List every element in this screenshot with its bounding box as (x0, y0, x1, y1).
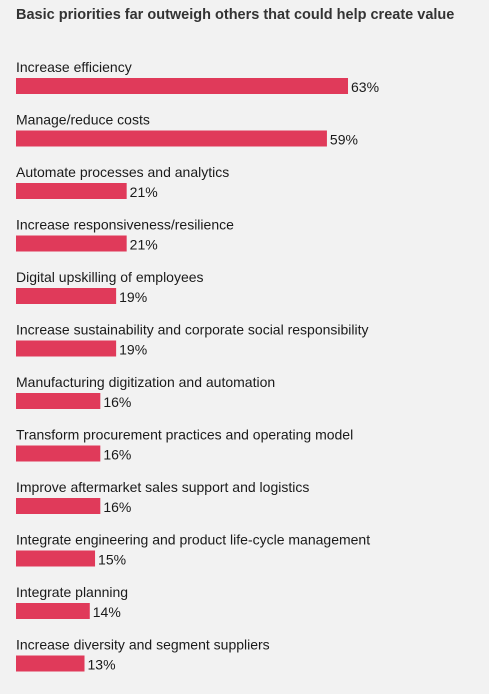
bar (16, 340, 117, 357)
category-label: Automate processes and analytics (16, 164, 229, 180)
bar (16, 603, 90, 619)
category-label: Transform procurement practices and oper… (16, 427, 353, 443)
value-label: 59% (330, 132, 358, 148)
bar (16, 78, 349, 94)
category-label: Improve aftermarket sales support and lo… (16, 479, 309, 495)
category-label: Manage/reduce costs (16, 112, 150, 128)
value-label: 19% (119, 342, 147, 358)
bar (16, 130, 327, 147)
value-label: 21% (130, 184, 158, 200)
chart-title: Basic priorities far outweigh others tha… (16, 7, 455, 23)
value-label: 63% (351, 79, 379, 95)
category-label: Integrate engineering and product life-c… (16, 532, 370, 548)
value-label: 14% (93, 604, 121, 620)
category-label: Integrate planning (16, 584, 128, 600)
bar (16, 393, 101, 409)
bar (16, 288, 117, 304)
value-label: 19% (119, 289, 147, 305)
value-label: 13% (88, 657, 116, 673)
bar (16, 550, 96, 567)
bar (16, 183, 127, 199)
bar (16, 655, 85, 672)
value-label: 21% (130, 237, 158, 253)
category-label: Digital upskilling of employees (16, 269, 204, 285)
category-label: Manufacturing digitization and automatio… (16, 374, 275, 390)
value-label: 16% (103, 499, 131, 515)
bar (16, 498, 101, 514)
category-label: Increase sustainability and corporate so… (16, 322, 369, 338)
category-label: Increase efficiency (16, 59, 132, 75)
bar (16, 235, 127, 252)
value-label: 16% (103, 447, 131, 463)
value-label: 16% (103, 394, 131, 410)
value-label: 15% (98, 552, 126, 568)
bar (16, 445, 101, 462)
category-label: Increase responsiveness/resilience (16, 217, 234, 233)
category-label: Increase diversity and segment suppliers (16, 637, 270, 653)
